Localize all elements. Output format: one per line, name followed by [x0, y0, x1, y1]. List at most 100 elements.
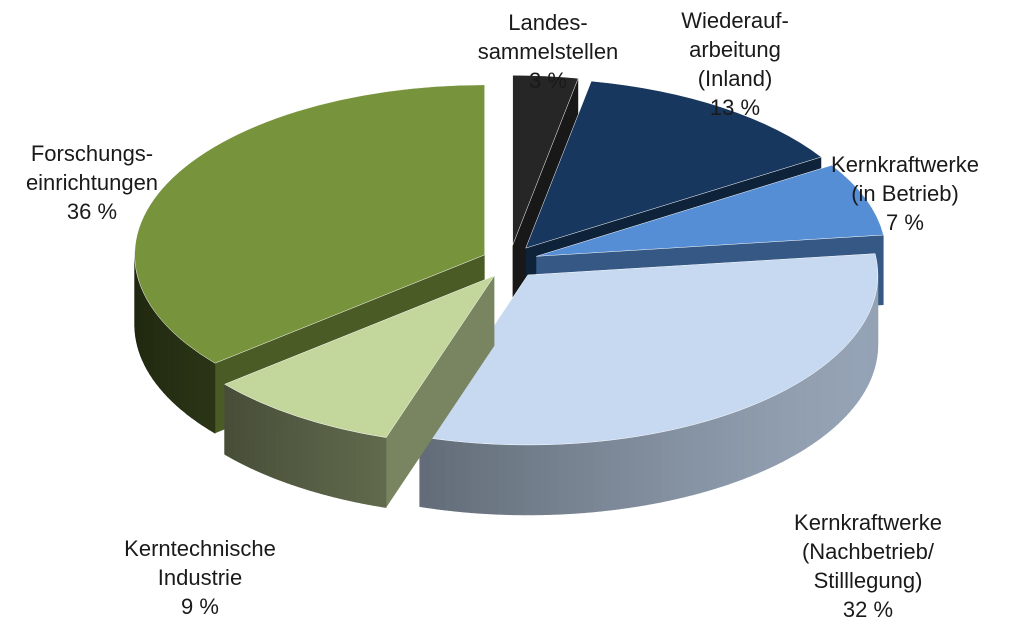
slice-side [794, 381, 801, 456]
slice-label: arbeitung [689, 37, 781, 62]
slice-side [303, 418, 307, 490]
slice-side [700, 420, 709, 494]
slice-side [805, 374, 812, 449]
slice-side [652, 431, 662, 505]
slice-side [757, 399, 765, 474]
slice-side [309, 420, 313, 492]
slice-side [146, 298, 151, 376]
slice-side [842, 344, 847, 420]
slice-side [149, 303, 154, 380]
slice-side [692, 422, 701, 496]
slice-side [601, 439, 611, 512]
slice-side [142, 290, 145, 366]
slice-side [531, 444, 542, 516]
slice-side [859, 324, 863, 401]
slice-side [202, 355, 210, 431]
slice-side [163, 321, 168, 398]
slice-side [750, 402, 758, 477]
slice-side [378, 436, 382, 508]
slice-side [301, 417, 305, 489]
slice-side [523, 444, 533, 516]
slice-side [866, 312, 870, 388]
slice-side [684, 424, 693, 498]
slice [224, 275, 495, 438]
slice-side [610, 438, 620, 511]
slice-side [575, 442, 586, 514]
slice-side [305, 418, 309, 491]
slice-side [729, 410, 738, 485]
slice-side [364, 433, 368, 505]
slice-side [584, 441, 594, 514]
slice-side [311, 420, 315, 493]
slice-side [331, 425, 334, 498]
slice-side [549, 443, 559, 515]
value-label: 7 % [886, 210, 924, 235]
slice-side [159, 317, 164, 394]
slice-label: Industrie [158, 565, 242, 590]
slice-side [788, 384, 796, 459]
slice-side [743, 405, 752, 480]
slice-side [295, 415, 298, 487]
slice-label: Kernkraftwerke [794, 510, 942, 535]
slice-side [496, 443, 507, 515]
slice [525, 80, 822, 249]
slice-side [348, 430, 352, 502]
slice-side [357, 432, 361, 504]
slice-label: Kerntechnische [124, 536, 276, 561]
slice-side [470, 442, 480, 514]
slice-side [479, 443, 489, 515]
slice-side [488, 443, 498, 515]
slice-side [715, 415, 724, 489]
slice-side [856, 328, 860, 405]
slice-side [360, 432, 364, 504]
slice-side [152, 307, 157, 385]
slice-side [776, 390, 784, 465]
slice-label: Landes- [508, 10, 588, 35]
slice-side [176, 334, 182, 411]
slice-side [820, 363, 826, 439]
slice-side [861, 320, 865, 397]
slice-side [838, 348, 843, 424]
slice-side [299, 416, 302, 489]
slice-side [427, 437, 437, 510]
slice-side [846, 340, 851, 417]
slice [419, 253, 879, 446]
slice-side [191, 347, 198, 423]
slice-side [167, 326, 173, 402]
slice-side [324, 424, 328, 496]
slice-side [291, 414, 294, 486]
slice-side [376, 435, 380, 507]
slice-side [185, 343, 192, 419]
slice-side [852, 332, 857, 409]
slice-side [355, 431, 359, 503]
slice-side [864, 316, 868, 393]
slice-side [782, 387, 790, 462]
slice-side [144, 294, 148, 370]
slice-side [815, 367, 822, 442]
slice-side [676, 426, 686, 500]
slice-label: einrichtungen [26, 170, 158, 195]
slice-side [293, 414, 296, 487]
slice-label: Wiederauf- [681, 8, 789, 33]
slice-side [461, 441, 472, 514]
slice-side [335, 427, 339, 499]
slice-side [297, 416, 300, 488]
slice-side [722, 413, 731, 487]
slice-side [770, 393, 778, 468]
slice-side [369, 434, 373, 506]
slice-side [289, 413, 292, 485]
slice-side [736, 408, 745, 482]
slice-side [328, 425, 332, 497]
slice-side [593, 440, 603, 513]
slice-side [180, 338, 187, 415]
slice-side [313, 421, 317, 493]
slice-label: (Nachbetrieb/ [802, 539, 935, 564]
slice-side [829, 356, 835, 432]
slice-side [337, 427, 341, 499]
slice-side [825, 359, 831, 435]
slice-label: (Inland) [698, 66, 773, 91]
slice-side [444, 439, 454, 512]
slice-side [763, 396, 771, 471]
slice-side [333, 426, 337, 498]
slice-side [316, 421, 319, 494]
